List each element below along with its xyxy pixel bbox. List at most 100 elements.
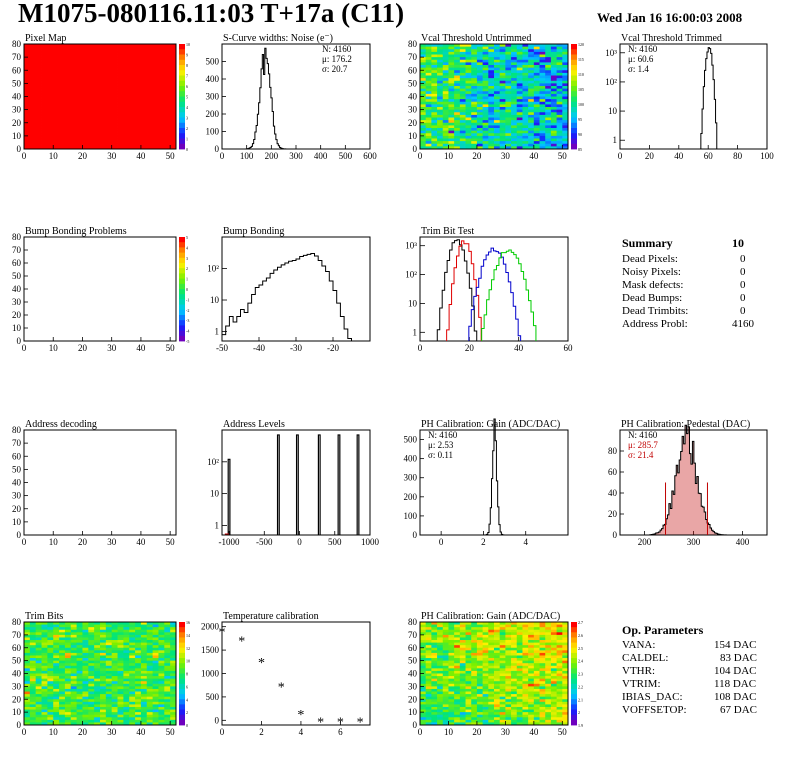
heatmap-cell — [494, 650, 501, 654]
heatmap-cell — [494, 660, 501, 664]
heatmap-cell — [88, 647, 95, 651]
heatmap-cell — [516, 93, 523, 97]
heatmap-cell — [29, 663, 37, 667]
heatmap-cell — [123, 104, 130, 108]
heatmap-cell — [135, 683, 142, 687]
heatmap-cell — [70, 44, 78, 48]
color-scale-label: 95 — [578, 117, 582, 122]
heatmap-cell — [476, 49, 484, 53]
x-tick-label: 300 — [687, 537, 701, 547]
heatmap-cell — [533, 686, 540, 690]
color-scale-band — [179, 294, 185, 300]
heatmap-cell — [82, 80, 89, 84]
heatmap-cell — [522, 645, 529, 649]
heatmap-cell — [431, 637, 438, 641]
heatmap-cell — [170, 135, 177, 139]
color-scale-band — [179, 699, 185, 705]
heatmap-cell — [476, 694, 484, 698]
heatmap-cell — [76, 719, 83, 723]
heatmap-cell — [146, 652, 154, 656]
heatmap-cell — [522, 709, 529, 713]
heatmap-cell — [562, 78, 569, 82]
heatmap-cell — [488, 722, 495, 726]
heatmap-cell — [539, 719, 546, 723]
heatmap-cell — [29, 696, 37, 700]
heatmap-cell — [164, 59, 171, 63]
heatmap-cell — [24, 670, 31, 674]
heatmap-cell — [140, 44, 148, 48]
heatmap-cell — [431, 634, 438, 638]
heatmap-cell — [152, 686, 159, 690]
heatmap-cell — [105, 678, 113, 682]
heatmap-cell — [494, 109, 501, 113]
heatmap-cell — [59, 46, 66, 50]
heatmap-cell — [140, 650, 148, 654]
heatmap-cell — [425, 652, 432, 656]
heatmap-cell — [88, 54, 95, 58]
heatmap-cell — [35, 80, 42, 84]
heatmap-cell — [539, 46, 546, 50]
heatmap-cell — [488, 143, 495, 147]
heatmap-cell — [516, 645, 523, 649]
heatmap-cell — [88, 141, 95, 145]
heatmap-cell — [70, 696, 78, 700]
heatmap-cell — [29, 133, 37, 137]
heatmap-cell — [545, 122, 552, 126]
heatmap-cell — [76, 650, 83, 654]
heatmap-cell — [516, 688, 523, 692]
heatmap-cell — [420, 629, 427, 633]
heatmap-cell — [488, 655, 495, 659]
heatmap-cell — [105, 109, 113, 113]
heatmap-cell — [94, 91, 101, 95]
heatmap-cell — [528, 696, 535, 700]
heatmap-cell — [505, 624, 512, 628]
heatmap-cell — [88, 146, 95, 150]
heatmap-cell — [505, 652, 512, 656]
heatmap-cell — [420, 83, 427, 87]
heatmap-cell — [35, 67, 42, 71]
heatmap-cell — [59, 665, 66, 669]
color-scale-band — [179, 668, 185, 674]
heatmap-cell — [100, 681, 107, 685]
heatmap-cell — [437, 75, 444, 79]
heatmap-cell — [550, 699, 558, 703]
heatmap-cell — [170, 645, 177, 649]
heatmap-cell — [64, 44, 72, 48]
heatmap-cell — [482, 624, 489, 628]
heatmap-cell — [522, 54, 529, 58]
x-tick-label: 80 — [733, 151, 743, 161]
heatmap-cell — [94, 101, 101, 105]
heatmap-cell — [146, 112, 154, 116]
heatmap-cell — [533, 46, 540, 50]
heatmap-cell — [459, 629, 466, 633]
heatmap-cell — [94, 622, 101, 625]
heatmap-cell — [135, 624, 142, 628]
heatmap-cell — [562, 54, 569, 58]
heatmap-cell — [556, 143, 563, 147]
heatmap-cell — [29, 112, 37, 116]
heatmap-cell — [556, 67, 563, 71]
heatmap-cell — [24, 109, 31, 113]
heatmap-cell — [471, 86, 478, 90]
heatmap-cell — [164, 46, 171, 50]
heatmap-cell — [442, 652, 449, 656]
heatmap-cell — [516, 54, 523, 58]
heatmap-cell — [24, 143, 31, 147]
heatmap-cell — [140, 712, 148, 716]
heatmap-cell — [539, 681, 546, 685]
heatmap-cell — [82, 709, 89, 713]
heatmap-cell — [471, 51, 478, 55]
heatmap-cell — [64, 709, 72, 713]
heatmap-cell — [146, 114, 154, 118]
heatmap-cell — [448, 699, 455, 703]
heatmap-cell — [482, 691, 489, 695]
heatmap-cell — [442, 632, 449, 636]
heatmap-cell — [24, 107, 31, 111]
heatmap-cell — [146, 637, 154, 641]
heatmap-cell — [152, 138, 159, 142]
heatmap-cell — [70, 107, 78, 111]
heatmap-cell — [442, 686, 449, 690]
heatmap-cell — [511, 146, 518, 150]
heatmap-cell — [562, 67, 569, 71]
heatmap-cell — [471, 694, 478, 698]
